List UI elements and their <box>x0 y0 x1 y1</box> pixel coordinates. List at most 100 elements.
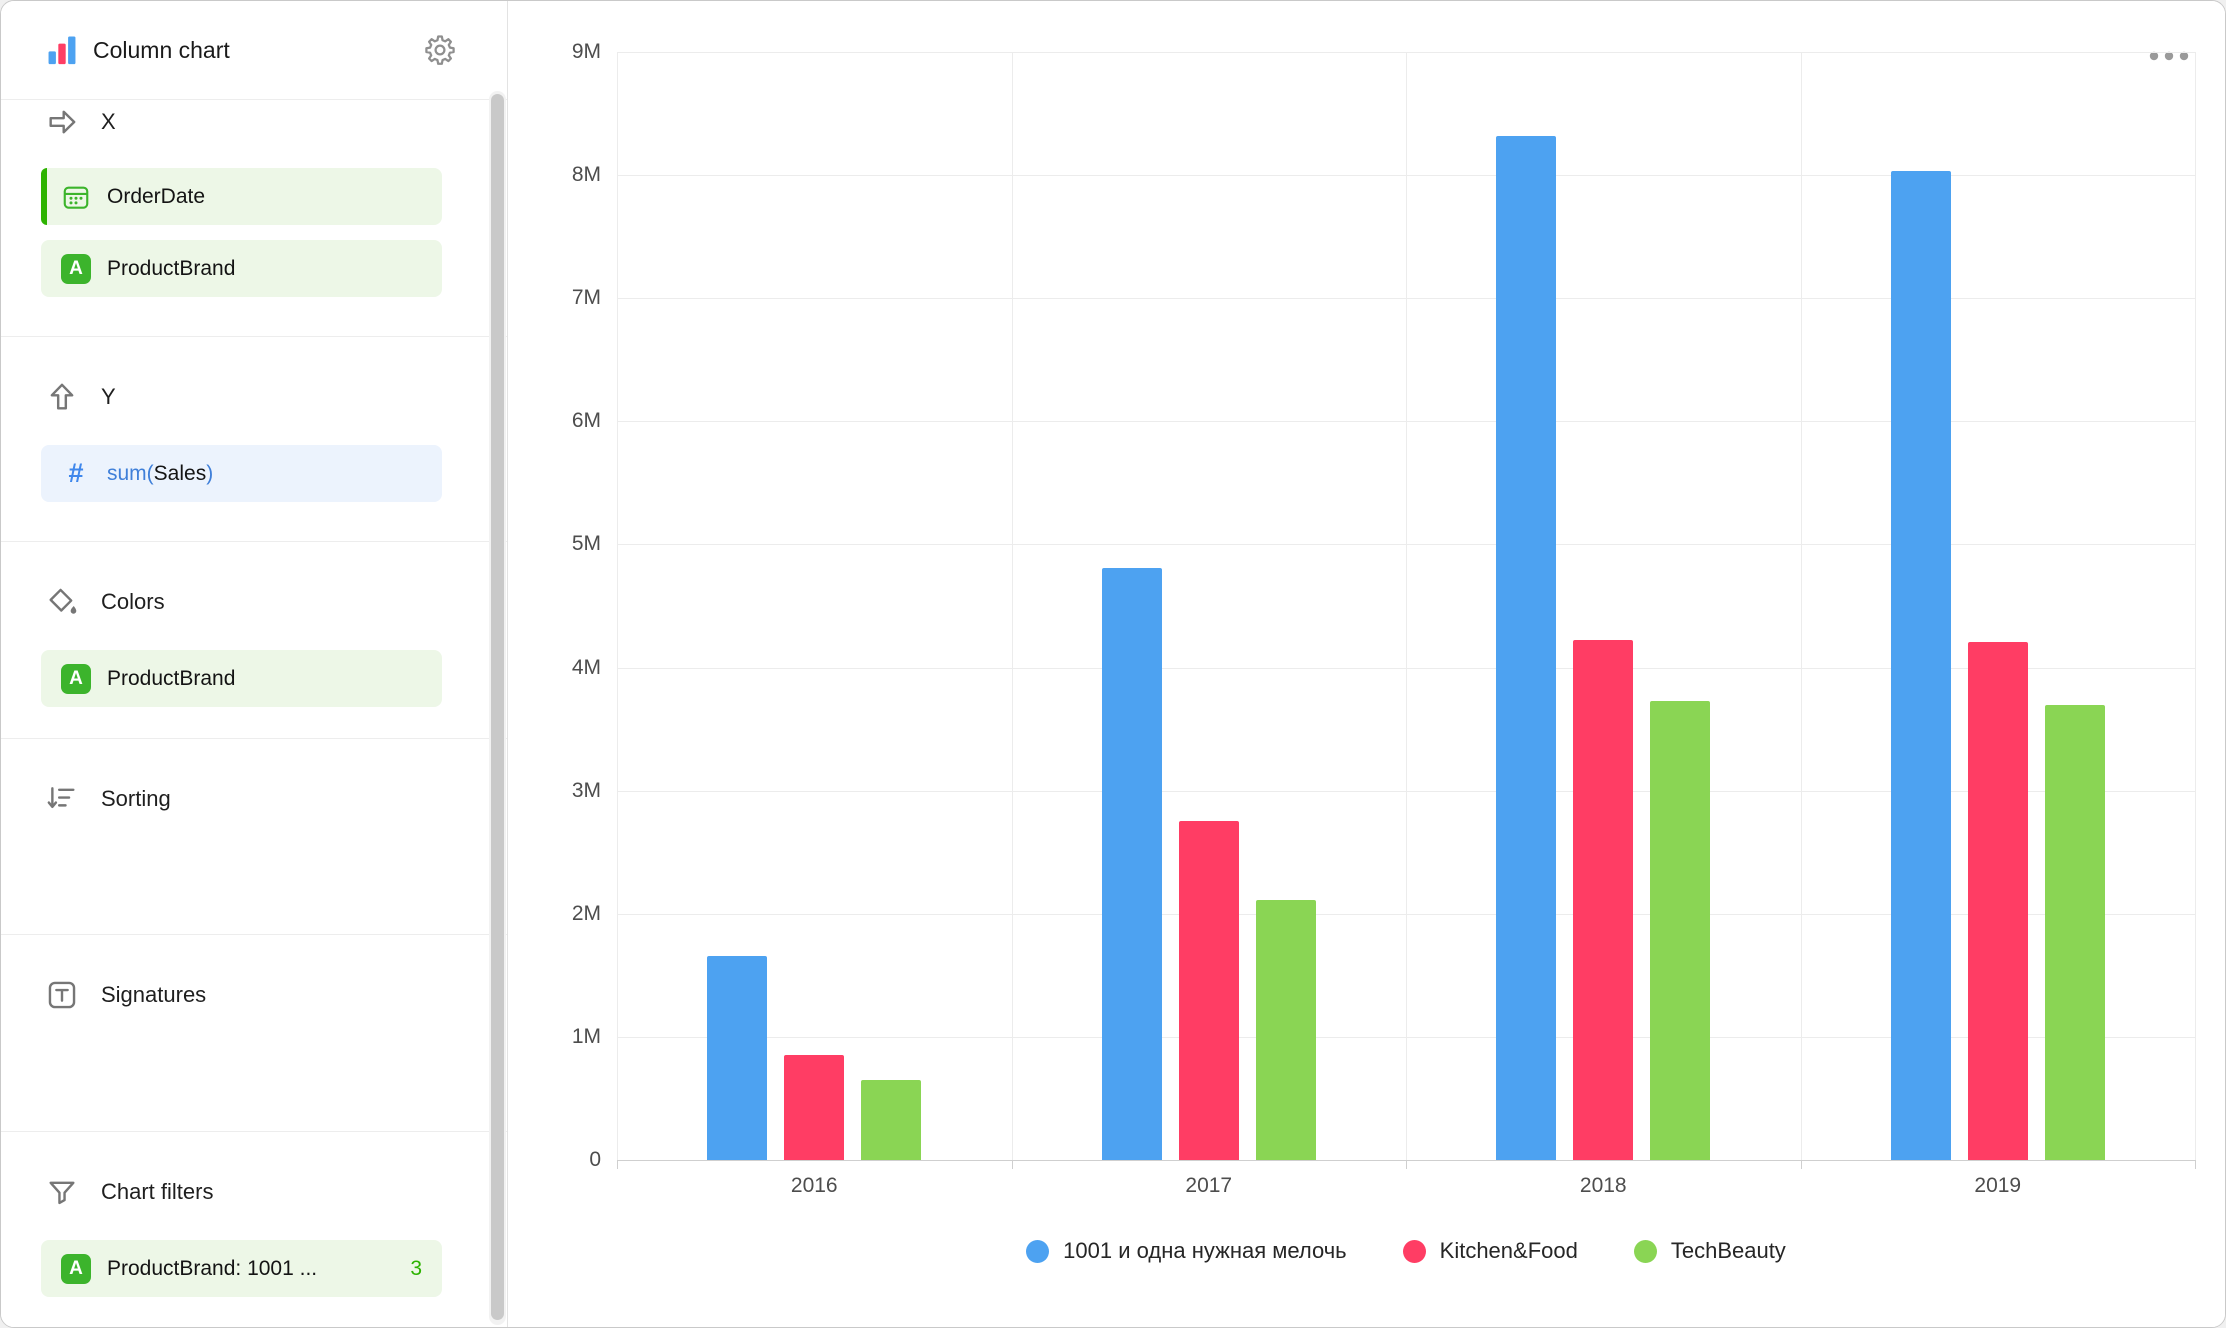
section-colors-label: Colors <box>101 589 165 614</box>
y-axis-labels: 0 1M 2M 3M 4M 5M 6M 7M 8M 9M <box>508 40 601 1171</box>
measure-field-icon: # <box>68 458 84 488</box>
chart-settings-sidebar: Column chart X <box>1 1 508 1327</box>
filter-productbrand[interactable]: A ProductBrand: 1001 ... 3 <box>41 1240 442 1297</box>
bar-group-2018 <box>1406 52 1801 1160</box>
column-chart-icon <box>48 36 76 65</box>
text-box-icon <box>48 981 76 1009</box>
v-gridline <box>617 52 618 1160</box>
bar[interactable] <box>861 1079 922 1160</box>
x-axis-tick <box>1800 1160 1802 1169</box>
bar-group-2016 <box>617 52 1012 1160</box>
y-tick-label: 5M <box>571 532 601 556</box>
bar[interactable] <box>1255 900 1316 1160</box>
field-orderdate[interactable]: OrderDate <box>41 168 442 225</box>
x-axis-tick <box>1406 1160 1407 1169</box>
gear-icon <box>425 35 455 65</box>
field-label: ProductBrand <box>107 256 236 280</box>
bar-group-2017 <box>1012 52 1407 1160</box>
y-tick-label: 9M <box>571 40 601 63</box>
x-tick-label: 2018 <box>1579 1174 1627 1197</box>
section-y-label: Y <box>101 384 116 409</box>
legend-item[interactable]: TechBeauty <box>1633 1238 1786 1264</box>
colors-fields: A ProductBrand <box>41 650 442 707</box>
y-tick-label: 6M <box>571 409 601 433</box>
filter-fields: A ProductBrand: 1001 ... 3 <box>41 1240 442 1297</box>
v-gridline <box>1800 52 1802 1160</box>
string-field-icon: A <box>61 663 91 694</box>
field-label: OrderDate <box>107 184 206 208</box>
bar-group-2019 <box>1801 52 2196 1160</box>
legend: 1001 и одна нужная мелочь Kitchen&Food Tec… <box>617 1238 2195 1264</box>
field-label: ProductBrand <box>107 666 236 690</box>
sorting-icon <box>47 787 75 808</box>
field-productbrand-colors[interactable]: A ProductBrand <box>41 650 442 707</box>
section-sorting-label: Sorting <box>101 786 171 811</box>
chart-canvas: 0 1M 2M 3M 4M 5M 6M 7M 8M 9M 2016 2017 2018 2019 100… <box>508 1 2225 1327</box>
funnel-icon <box>49 1181 75 1205</box>
date-field-icon <box>61 182 91 212</box>
bar[interactable] <box>1573 640 1634 1160</box>
section-y-header: Y <box>1 375 507 419</box>
x-axis-tick <box>617 1160 618 1169</box>
x-tick-label: 2019 <box>1974 1174 2022 1197</box>
section-signatures-header: Signatures <box>1 973 507 1017</box>
paint-bucket-icon <box>49 588 77 614</box>
x-fields: OrderDate A ProductBrand <box>41 168 442 297</box>
active-field-accent <box>41 168 47 225</box>
bar[interactable] <box>2044 704 2105 1160</box>
y-tick-label: 2M <box>571 901 601 925</box>
arrow-up-icon <box>50 383 74 410</box>
legend-item[interactable]: 1001 и одна нужная мелочь <box>1026 1238 1347 1264</box>
legend-label: TechBeauty <box>1670 1238 1786 1263</box>
legend-label: 1001 и одна нужная мелочь <box>1063 1238 1347 1263</box>
section-chart-filters: Chart filters A ProductBrand: 1001 ... 3 <box>1 1132 507 1327</box>
legend-item[interactable]: Kitchen&Food <box>1402 1238 1578 1264</box>
section-colors: Colors A ProductBrand <box>1 542 507 739</box>
x-tick-label: 2017 <box>1185 1174 1233 1197</box>
y-tick-label: 3M <box>571 778 601 802</box>
bar[interactable] <box>1650 700 1711 1160</box>
bar[interactable] <box>784 1055 845 1160</box>
x-axis-tick <box>1011 1160 1013 1169</box>
scrollbar-thumb[interactable] <box>491 94 504 1320</box>
y-tick-label: 0 <box>589 1148 601 1171</box>
section-filters-label: Chart filters <box>101 1179 214 1204</box>
bar[interactable] <box>1967 641 2028 1160</box>
v-gridline <box>1406 52 1407 1160</box>
y-tick-label: 1M <box>571 1024 601 1048</box>
aggregation-prefix: sum( <box>107 461 154 485</box>
string-field-icon: A <box>61 253 91 284</box>
section-filters-header: Chart filters <box>1 1170 507 1214</box>
section-y: Y # sum(Sales) <box>1 337 507 542</box>
v-gridline <box>2195 52 2196 1160</box>
sidebar-header: Column chart <box>1 1 507 100</box>
y-tick-label: 4M <box>571 655 601 679</box>
aggregation-field: Sales <box>153 461 207 485</box>
chart-type-title: Column chart <box>93 36 230 63</box>
legend-dot <box>1026 1239 1050 1263</box>
section-signatures-label: Signatures <box>101 982 207 1007</box>
settings-button[interactable] <box>420 30 460 70</box>
plot-area <box>617 52 2196 1169</box>
field-sum-sales[interactable]: # sum(Sales) <box>41 445 442 502</box>
arrow-right-icon <box>49 110 76 134</box>
string-field-icon: A <box>61 1253 91 1284</box>
y-fields: # sum(Sales) <box>41 445 442 502</box>
sidebar-scrollbar[interactable] <box>489 91 506 1325</box>
section-sorting: Sorting <box>1 739 507 935</box>
x-axis-tick <box>2195 1160 2196 1169</box>
bar[interactable] <box>1496 135 1557 1160</box>
bar[interactable] <box>707 955 768 1160</box>
section-x-label: X <box>101 109 116 134</box>
filter-label: ProductBrand: 1001 ... <box>107 1256 318 1280</box>
bar[interactable] <box>1101 567 1162 1160</box>
bar[interactable] <box>1890 171 1951 1160</box>
x-axis-labels: 2016 2017 2018 2019 <box>617 1174 2195 1204</box>
section-colors-header: Colors <box>1 580 507 624</box>
x-tick-label: 2016 <box>790 1174 838 1197</box>
field-productbrand-x[interactable]: A ProductBrand <box>41 240 442 297</box>
aggregation-suffix: ) <box>206 461 214 485</box>
chart-menu-button[interactable] <box>2141 43 2197 74</box>
bar[interactable] <box>1178 821 1239 1160</box>
